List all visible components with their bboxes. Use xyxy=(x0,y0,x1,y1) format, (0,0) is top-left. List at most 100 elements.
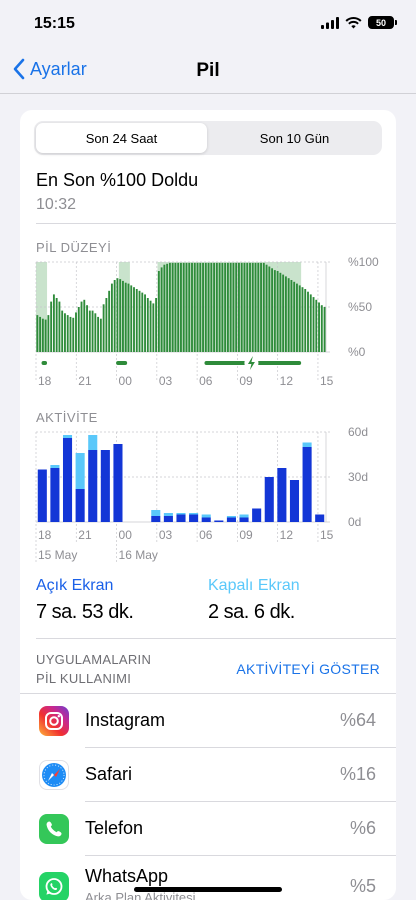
battery-level-bar xyxy=(58,301,61,352)
battery-level-bar xyxy=(41,318,44,352)
battery-level-bar xyxy=(282,274,285,352)
app-name: WhatsApp xyxy=(85,866,169,886)
charging-bolt-icon xyxy=(247,356,255,370)
battery-level-bar xyxy=(155,298,158,352)
battery-level-bar xyxy=(69,316,72,352)
battery-level-bar xyxy=(249,262,251,352)
app-percentage: %6 xyxy=(349,818,376,838)
battery-level-bar xyxy=(163,264,166,352)
screen-on-bar xyxy=(289,480,300,522)
screen-on-bar xyxy=(226,517,236,522)
segment-last-10-days[interactable]: Son 10 Gün xyxy=(259,130,330,146)
battery-level-bar xyxy=(44,319,47,352)
battery-level-bar xyxy=(221,262,224,352)
screen-on-bar xyxy=(302,447,312,522)
battery-level-bar xyxy=(204,262,207,352)
battery-level-bar xyxy=(61,310,64,352)
screen-off-bar xyxy=(302,442,312,447)
x-tick-label: 18 xyxy=(38,528,52,542)
app-name: Instagram xyxy=(85,710,166,730)
battery-level-bar xyxy=(141,292,144,352)
app-name: Telefon xyxy=(85,818,144,838)
battery-level-bar xyxy=(133,287,135,352)
battery-level-bar xyxy=(191,262,193,352)
battery-level-bar xyxy=(72,317,75,352)
battery-level-bar xyxy=(110,283,113,352)
battery-level-bar xyxy=(77,307,80,352)
screen-on-bar xyxy=(37,469,47,522)
battery-level-bar xyxy=(202,262,204,352)
screen-off-bar xyxy=(75,453,85,489)
back-label: Ayarlar xyxy=(30,58,87,79)
back-button[interactable]: Ayarlar xyxy=(12,58,87,80)
screen-on-bar xyxy=(113,444,123,522)
battery-level-bar xyxy=(188,262,191,352)
page-title: Pil xyxy=(196,60,220,81)
app-row-phone[interactable]: Telefon %6 xyxy=(20,802,396,856)
nav-divider xyxy=(0,93,416,94)
y-tick-label: 60d xyxy=(348,425,368,439)
x-tick-label: 12 xyxy=(280,374,294,388)
battery-level-bar xyxy=(64,313,66,352)
battery-level-bar xyxy=(199,262,202,352)
x-tick-label: 03 xyxy=(159,374,173,388)
screen-on-bar xyxy=(264,477,274,522)
battery-level-bar xyxy=(160,267,163,352)
battery-level-bar xyxy=(240,262,243,352)
x-tick-label: 06 xyxy=(199,528,213,542)
battery-level-bar xyxy=(323,307,326,352)
battery-level-bar xyxy=(307,291,309,352)
x-tick-label: 12 xyxy=(280,528,294,542)
battery-level-bar xyxy=(279,272,282,352)
battery-level-bar xyxy=(94,313,97,352)
battery-level-bar xyxy=(271,268,274,352)
battery-level-bar xyxy=(99,318,102,352)
app-percentage: %5 xyxy=(349,876,376,896)
battery-level-bar xyxy=(246,262,249,352)
y-tick-label: %50 xyxy=(348,300,372,314)
battery-level-bar xyxy=(207,262,210,352)
screen-off-bar xyxy=(50,465,60,468)
screen-on-bar xyxy=(62,438,73,522)
battery-level-bar xyxy=(251,262,254,352)
battery-card: Son 24 Saat Son 10 Gün En Son %100 Doldu… xyxy=(20,110,396,900)
battery-level-bar xyxy=(55,298,58,352)
show-activity-button[interactable]: AKTİVİTEYİ GÖSTER xyxy=(236,661,380,677)
battery-level-bar xyxy=(171,262,174,352)
x-tick-label: 21 xyxy=(78,374,92,388)
app-row-safari[interactable]: Safari %16 xyxy=(20,748,396,802)
home-indicator xyxy=(134,887,282,892)
battery-level-bar xyxy=(290,280,293,352)
x-tick-label: 00 xyxy=(119,528,133,542)
segment-last-24-hours[interactable]: Son 24 Saat xyxy=(36,123,207,153)
battery-level-bar xyxy=(91,310,94,352)
app-row-instagram[interactable]: Instagram %64 xyxy=(20,694,396,748)
instagram-icon xyxy=(39,706,69,736)
screen-on-label: Açık Ekran xyxy=(36,577,114,594)
app-usage-header-line2: PİL KULLANIMI xyxy=(36,671,132,686)
screen-off-value: 2 sa. 6 dk. xyxy=(208,601,295,623)
screen-on-bar xyxy=(315,514,325,522)
x-tick-label: 06 xyxy=(199,374,213,388)
screen-off-bar xyxy=(226,516,236,518)
battery-level-bar xyxy=(47,315,50,352)
battery-level-bar xyxy=(265,264,268,352)
status-time: 15:15 xyxy=(34,15,75,32)
screen-on-bar xyxy=(163,516,173,522)
screen-off-bar xyxy=(88,435,98,450)
screen-on-bar xyxy=(214,520,224,522)
y-tick-label: 30d xyxy=(348,470,368,484)
screen-on-bar xyxy=(189,514,199,522)
battery-level-bar xyxy=(36,315,39,352)
app-name: Safari xyxy=(85,764,133,784)
battery-level-bar xyxy=(185,262,188,352)
battery-level-chart: %100 %50 %0 18 21 00 03 06 09 12 15 xyxy=(35,255,379,388)
battery-level-bar xyxy=(105,298,108,352)
battery-level-bar xyxy=(312,297,315,352)
battery-level-bar xyxy=(177,262,180,352)
x-tick-label: 09 xyxy=(239,374,253,388)
screen-on-bar xyxy=(277,468,287,522)
app-row-whatsapp[interactable]: WhatsApp Arka Plan Aktivitesi %5 xyxy=(20,856,396,900)
app-usage-header-line1: UYGULAMALARIN xyxy=(36,652,152,667)
battery-level-bar xyxy=(39,316,42,352)
